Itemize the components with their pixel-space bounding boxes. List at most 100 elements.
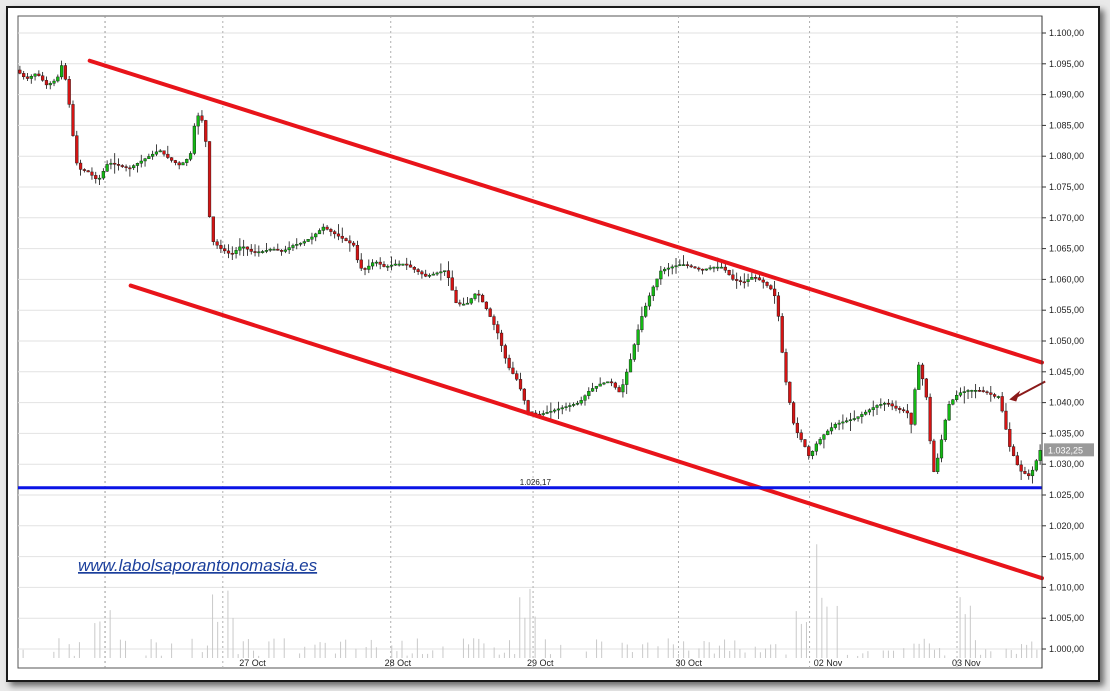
candle-body bbox=[788, 381, 792, 403]
candle-body bbox=[507, 357, 511, 369]
y-tick-label: 1.060,00 bbox=[1049, 274, 1084, 284]
candle-body bbox=[966, 390, 970, 392]
candle-body bbox=[776, 295, 781, 317]
candle-body bbox=[109, 162, 113, 165]
candle-body bbox=[166, 153, 170, 158]
candle-body bbox=[169, 157, 174, 161]
candle-body bbox=[473, 293, 477, 299]
candle-body bbox=[261, 251, 265, 253]
candle-body bbox=[211, 216, 215, 242]
candle-body bbox=[769, 285, 773, 290]
candle-body bbox=[124, 166, 128, 168]
price-chart: 1.026,17 1.100,00 1.095,00 1.090,00 1.085,0… bbox=[17, 15, 1094, 669]
candle-body bbox=[90, 171, 94, 176]
candle-body bbox=[397, 263, 401, 266]
candle-body bbox=[1027, 473, 1031, 477]
candle-body bbox=[242, 246, 246, 249]
candle-body bbox=[234, 250, 238, 254]
candle-body bbox=[446, 270, 451, 278]
y-tick-label: 1.015,00 bbox=[1049, 552, 1084, 562]
candle-body bbox=[731, 274, 735, 280]
candle-body bbox=[86, 170, 90, 173]
candle-body bbox=[564, 406, 568, 408]
candle-body bbox=[116, 164, 121, 166]
candle-body bbox=[386, 265, 390, 268]
candle-body bbox=[465, 302, 470, 305]
candle-body bbox=[962, 391, 966, 393]
candle-body bbox=[522, 388, 526, 401]
candle-body bbox=[693, 266, 697, 269]
candle-body bbox=[996, 396, 1000, 398]
x-tick-label: 28 Oct bbox=[385, 658, 412, 668]
candle-body bbox=[947, 404, 951, 421]
watermark-link[interactable]: www.labolsaporantonomasia.es bbox=[78, 556, 318, 575]
candle-body bbox=[94, 175, 98, 179]
candle-body bbox=[1038, 450, 1042, 461]
candle-body bbox=[765, 282, 769, 286]
candle-body bbox=[499, 332, 504, 346]
candle-body bbox=[389, 264, 394, 267]
candle-body bbox=[939, 439, 944, 459]
candle-body bbox=[670, 266, 674, 269]
candle-body bbox=[625, 371, 629, 385]
candle-body bbox=[928, 396, 932, 442]
candle-body bbox=[22, 73, 26, 78]
y-axis: 1.100,00 1.095,00 1.090,00 1.085,00 1.080,00… bbox=[1041, 16, 1084, 668]
candle-body bbox=[568, 405, 572, 407]
candle-body bbox=[735, 279, 739, 281]
candle-body bbox=[647, 295, 652, 307]
candle-body bbox=[44, 80, 49, 86]
y-tick-label: 1.090,00 bbox=[1049, 90, 1084, 100]
candle-body bbox=[492, 316, 496, 325]
candle-body bbox=[295, 244, 299, 246]
candle-body bbox=[439, 271, 443, 274]
candle-body bbox=[594, 385, 598, 389]
candle-body bbox=[230, 252, 234, 255]
candle-body bbox=[723, 266, 727, 271]
candle-body bbox=[219, 244, 223, 249]
candle-body bbox=[78, 162, 83, 170]
candle-body bbox=[147, 156, 151, 159]
candle-body bbox=[674, 265, 678, 268]
candle-body bbox=[894, 405, 898, 409]
candle-body bbox=[287, 247, 291, 251]
candle-body bbox=[132, 165, 136, 169]
candle-body bbox=[158, 150, 162, 153]
channel-line-upper bbox=[87, 58, 1044, 365]
candle-body bbox=[602, 382, 606, 385]
candle-body bbox=[822, 434, 826, 440]
candle-body bbox=[810, 450, 815, 456]
candle-body bbox=[659, 270, 663, 280]
y-tick-label: 1.075,00 bbox=[1049, 182, 1084, 192]
candle-body bbox=[655, 278, 659, 288]
candle-body bbox=[644, 305, 648, 317]
candle-body bbox=[52, 80, 56, 84]
candle-body bbox=[1019, 464, 1023, 472]
candle-body bbox=[416, 269, 420, 272]
candle-body bbox=[302, 241, 306, 244]
candle-body bbox=[1023, 471, 1027, 474]
candle-body bbox=[480, 294, 485, 303]
candle-body bbox=[412, 266, 416, 270]
candle-body bbox=[958, 392, 963, 396]
candle-body bbox=[556, 408, 561, 411]
last-price-label: 1.032,25 bbox=[1048, 445, 1083, 455]
candle-body bbox=[613, 382, 617, 388]
candle-body bbox=[18, 69, 22, 74]
candle-body bbox=[837, 422, 841, 425]
support-line-group: 1.026,17 bbox=[18, 478, 1042, 490]
candle-body bbox=[272, 248, 276, 251]
candle-body bbox=[135, 163, 140, 166]
y-tick-label: 1.095,00 bbox=[1049, 59, 1084, 69]
candle-body bbox=[196, 115, 200, 127]
candle-body bbox=[336, 233, 341, 237]
candle-body bbox=[393, 263, 397, 266]
candle-body bbox=[583, 395, 587, 401]
candle-body bbox=[173, 160, 177, 163]
candle-body bbox=[852, 418, 856, 420]
candle-body bbox=[898, 408, 902, 410]
candle-body bbox=[71, 104, 75, 136]
candle-body bbox=[279, 250, 284, 252]
y-tick-label: 1.045,00 bbox=[1049, 367, 1084, 377]
candles bbox=[18, 60, 1042, 484]
